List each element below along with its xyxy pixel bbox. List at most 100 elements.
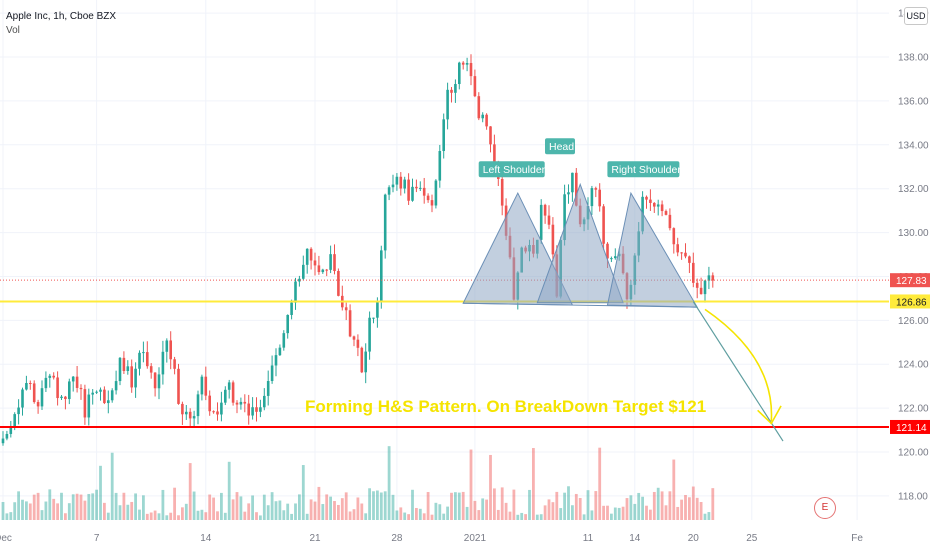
candle — [539, 204, 543, 240]
candle — [263, 395, 266, 408]
y-tick-label: 138.00 — [898, 53, 929, 64]
volume-bar — [309, 499, 313, 520]
volume-bar — [25, 501, 28, 520]
candle — [477, 96, 481, 119]
volume-bar — [707, 512, 711, 520]
volume-bar — [372, 491, 375, 520]
candle — [309, 248, 313, 261]
candle — [653, 202, 656, 207]
volume-bar — [539, 514, 543, 520]
volume-bar — [551, 502, 555, 520]
volume-bar — [711, 488, 715, 520]
candle — [83, 389, 87, 418]
candle — [149, 366, 153, 373]
volume-bar — [500, 487, 504, 520]
candle — [461, 62, 465, 65]
volume-bar — [461, 491, 465, 520]
volume-bar — [680, 499, 683, 520]
candle — [344, 307, 348, 311]
volume-bar — [305, 513, 309, 520]
earnings-marker[interactable]: E — [814, 497, 836, 519]
candle — [426, 195, 430, 201]
volume-bar — [145, 513, 149, 520]
candle — [87, 394, 91, 418]
candle — [368, 317, 371, 352]
candle — [212, 411, 215, 413]
y-tick-label: 124.00 — [898, 360, 929, 371]
y-tick-label: 120.00 — [898, 447, 929, 458]
volume-bar — [571, 505, 574, 520]
breakdown-projection-line — [692, 301, 784, 442]
volume-bar — [645, 505, 648, 520]
volume-bar — [208, 494, 212, 520]
candle — [138, 352, 141, 369]
volume-bar — [493, 488, 496, 520]
candle — [79, 387, 83, 390]
price-tag-bg — [890, 273, 930, 288]
candle — [247, 403, 250, 416]
volume-bar — [56, 503, 59, 520]
volume-bar — [329, 496, 332, 520]
x-tick-label: 14 — [629, 533, 641, 544]
volume-bar — [364, 513, 368, 520]
candle — [146, 352, 149, 367]
candle — [153, 372, 157, 389]
candle — [68, 381, 71, 400]
pattern-label-bg — [607, 161, 680, 178]
volume-bar — [473, 500, 477, 520]
volume-bar — [40, 510, 44, 520]
candle — [188, 411, 192, 419]
candle — [181, 403, 184, 415]
price-tag-bg — [890, 419, 930, 434]
volume-bar — [333, 501, 336, 520]
volume-bar — [360, 503, 364, 520]
volume-bar — [516, 514, 520, 520]
volume-bar — [64, 513, 67, 520]
volume-bar — [356, 497, 360, 520]
volume-bar — [625, 498, 629, 520]
volume-bar — [286, 503, 290, 520]
candle — [614, 256, 617, 259]
candle — [231, 382, 235, 403]
head-label: Head — [549, 141, 574, 153]
volume-bar — [543, 505, 547, 520]
candle — [481, 114, 484, 119]
candle — [17, 407, 20, 415]
volume-bar — [325, 494, 329, 520]
candle — [208, 395, 211, 412]
candle — [575, 172, 578, 206]
volume-bar — [422, 513, 426, 520]
volume-bar — [184, 503, 188, 520]
candle — [465, 62, 469, 65]
volume-bar — [247, 503, 251, 520]
candle — [110, 390, 114, 401]
y-tick-label: 136.00 — [898, 96, 929, 107]
currency-button[interactable]: USD — [904, 7, 928, 25]
volume-bar — [294, 503, 297, 520]
volume-bar — [5, 513, 9, 520]
candle — [699, 287, 703, 295]
candle — [270, 365, 274, 382]
candle — [294, 281, 297, 303]
candle — [317, 265, 321, 273]
volume-bar — [383, 491, 387, 520]
price-tag-bg — [890, 294, 930, 309]
volume-bar — [126, 504, 130, 520]
y-tick-label: 132.00 — [898, 184, 929, 195]
x-tick-label: 28 — [391, 533, 403, 544]
volume-bar — [563, 492, 566, 520]
volume-bar — [395, 510, 399, 520]
volume-bar — [465, 506, 469, 520]
volume-bar — [235, 492, 239, 520]
volume-bar — [28, 503, 32, 520]
x-tick-label: 25 — [746, 533, 758, 544]
volume-bar — [161, 489, 165, 520]
x-tick-label: 20 — [688, 533, 700, 544]
volume-bar — [477, 510, 481, 520]
volume-bar — [270, 492, 274, 520]
candle — [567, 192, 570, 195]
volume-bar — [227, 461, 231, 520]
candle — [454, 84, 457, 93]
